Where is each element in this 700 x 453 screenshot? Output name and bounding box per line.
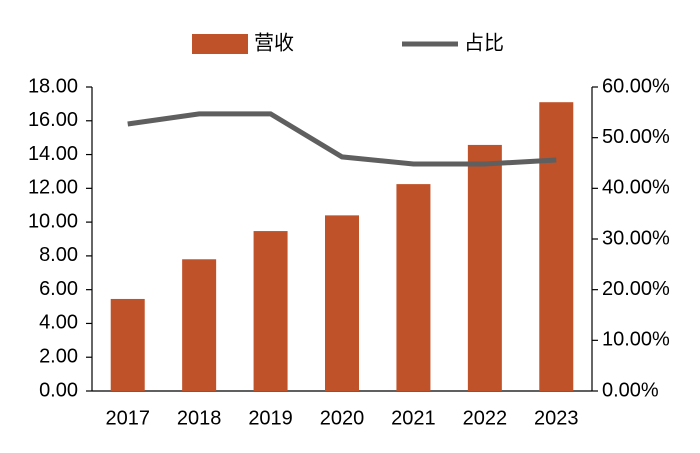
legend-label: 占比 <box>464 31 504 54</box>
legend-label: 营收 <box>254 31 294 54</box>
bar <box>182 259 217 391</box>
y2-tick-label: 10.00% <box>602 329 670 351</box>
x-tick-label: 2021 <box>391 407 436 429</box>
line <box>127 111 557 167</box>
y2-tick-label: 0.00% <box>602 379 659 401</box>
bar <box>396 184 431 391</box>
y2-tick-label: 50.00% <box>602 126 670 148</box>
x-tick-label: 2023 <box>534 407 579 429</box>
x-tick-label: 2018 <box>177 407 222 429</box>
x-tick-label: 2020 <box>320 407 365 429</box>
x-tick-label: 2022 <box>463 407 508 429</box>
y-tick-label: 2.00 <box>39 346 78 368</box>
bar <box>253 231 288 391</box>
y2-tick-label: 20.00% <box>602 278 670 300</box>
bar <box>325 215 359 391</box>
x-tick-label: 2017 <box>105 407 150 429</box>
y2-tick-label: 40.00% <box>602 177 670 199</box>
y2-tick-label: 30.00% <box>602 227 670 249</box>
y-tick-label: 12.00 <box>28 177 78 199</box>
y-tick-label: 10.00 <box>28 210 78 232</box>
bar <box>467 144 502 391</box>
y-tick-label: 0.00 <box>39 379 78 401</box>
y-tick-label: 14.00 <box>28 143 78 165</box>
y2-tick-label: 60.00% <box>602 75 670 97</box>
legend-swatch <box>192 34 248 54</box>
bar <box>539 102 574 391</box>
y-tick-label: 8.00 <box>39 244 78 266</box>
y-tick-label: 16.00 <box>28 109 78 131</box>
y-tick-label: 4.00 <box>39 312 78 334</box>
y-tick-label: 18.00 <box>28 75 78 97</box>
bar <box>110 298 145 391</box>
x-tick-label: 2019 <box>248 407 293 429</box>
y-tick-label: 6.00 <box>39 278 78 300</box>
